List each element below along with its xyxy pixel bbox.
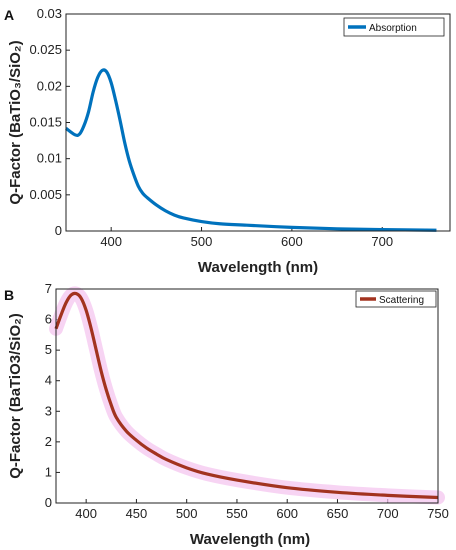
- x-axis-label-a: Wavelength (nm): [198, 259, 318, 276]
- y-axis-label-a: Q-Factor (BaTiO₃/SiO₂): [7, 40, 24, 204]
- y-tick-label: 0: [45, 495, 52, 510]
- x-tick-label: 400: [100, 234, 122, 249]
- series-halo: [49, 286, 445, 505]
- y-tick-label: 0.01: [37, 151, 62, 166]
- series-b: [49, 286, 445, 505]
- y-tick-label: 3: [45, 403, 52, 418]
- plot-frame-a: [65, 13, 451, 232]
- x-tick-label: 450: [126, 506, 148, 521]
- y-tick-label: 0.03: [37, 6, 62, 21]
- x-tick-label: 650: [327, 506, 349, 521]
- legend-box-a: [343, 17, 445, 37]
- ticks-a: 400 500 600 700 0 0.005 0.01 0.015 0.02 0.025 0.03: [29, 6, 393, 249]
- chart-b: B Q-Factor (BaTiO3/SiO₂) Wavelength (nm)…: [4, 281, 449, 548]
- x-tick-label: 700: [377, 506, 399, 521]
- x-tick-label: 400: [75, 506, 97, 521]
- legend-box-b: [355, 290, 437, 308]
- series-line-absorption: [65, 68, 437, 232]
- y-tick-label: 0: [55, 223, 62, 238]
- legend-a: Absorption: [343, 17, 445, 37]
- x-tick-label: 750: [427, 506, 449, 521]
- y-tick-label: 4: [45, 373, 52, 388]
- y-tick-label: 7: [45, 281, 52, 296]
- x-tick-label: 600: [281, 234, 303, 249]
- x-tick-label: 500: [176, 506, 198, 521]
- legend-label-scattering: Scattering: [379, 295, 424, 306]
- legend-b: Scattering: [355, 290, 437, 308]
- y-tick-label: 0.015: [29, 115, 62, 130]
- y-tick-label: 6: [45, 312, 52, 327]
- panel-label-a: A: [4, 7, 14, 23]
- y-axis-label-a-group: Q-Factor (BaTiO₃/SiO₂): [7, 40, 24, 204]
- chart-a: A Q-Factor (BaTiO₃/SiO₂) Wavelength (nm)…: [4, 6, 451, 276]
- y-axis-label-b-group: Q-Factor (BaTiO3/SiO₂): [7, 313, 24, 479]
- y-axis-label-b: Q-Factor (BaTiO3/SiO₂): [7, 313, 24, 479]
- x-tick-label: 600: [276, 506, 298, 521]
- y-tick-label: 2: [45, 434, 52, 449]
- y-tick-label: 0.02: [37, 78, 62, 93]
- x-axis-label-b: Wavelength (nm): [190, 531, 310, 548]
- y-tick-label: 5: [45, 342, 52, 357]
- series-a: [65, 68, 437, 232]
- y-tick-label: 0.005: [29, 187, 62, 202]
- y-tick-label: 0.025: [29, 42, 62, 57]
- plot-frame-b: [55, 288, 439, 504]
- x-tick-label: 700: [371, 234, 393, 249]
- ticks-b: 400 450 500 550 600 650 700 750 0 1 2 3 4 5 6 7: [45, 281, 449, 521]
- panel-label-b: B: [4, 287, 14, 303]
- legend-label-absorption: Absorption: [369, 23, 417, 34]
- series-line-scattering: [54, 291, 439, 500]
- x-tick-label: 500: [191, 234, 213, 249]
- y-tick-label: 1: [45, 464, 52, 479]
- x-tick-label: 550: [226, 506, 248, 521]
